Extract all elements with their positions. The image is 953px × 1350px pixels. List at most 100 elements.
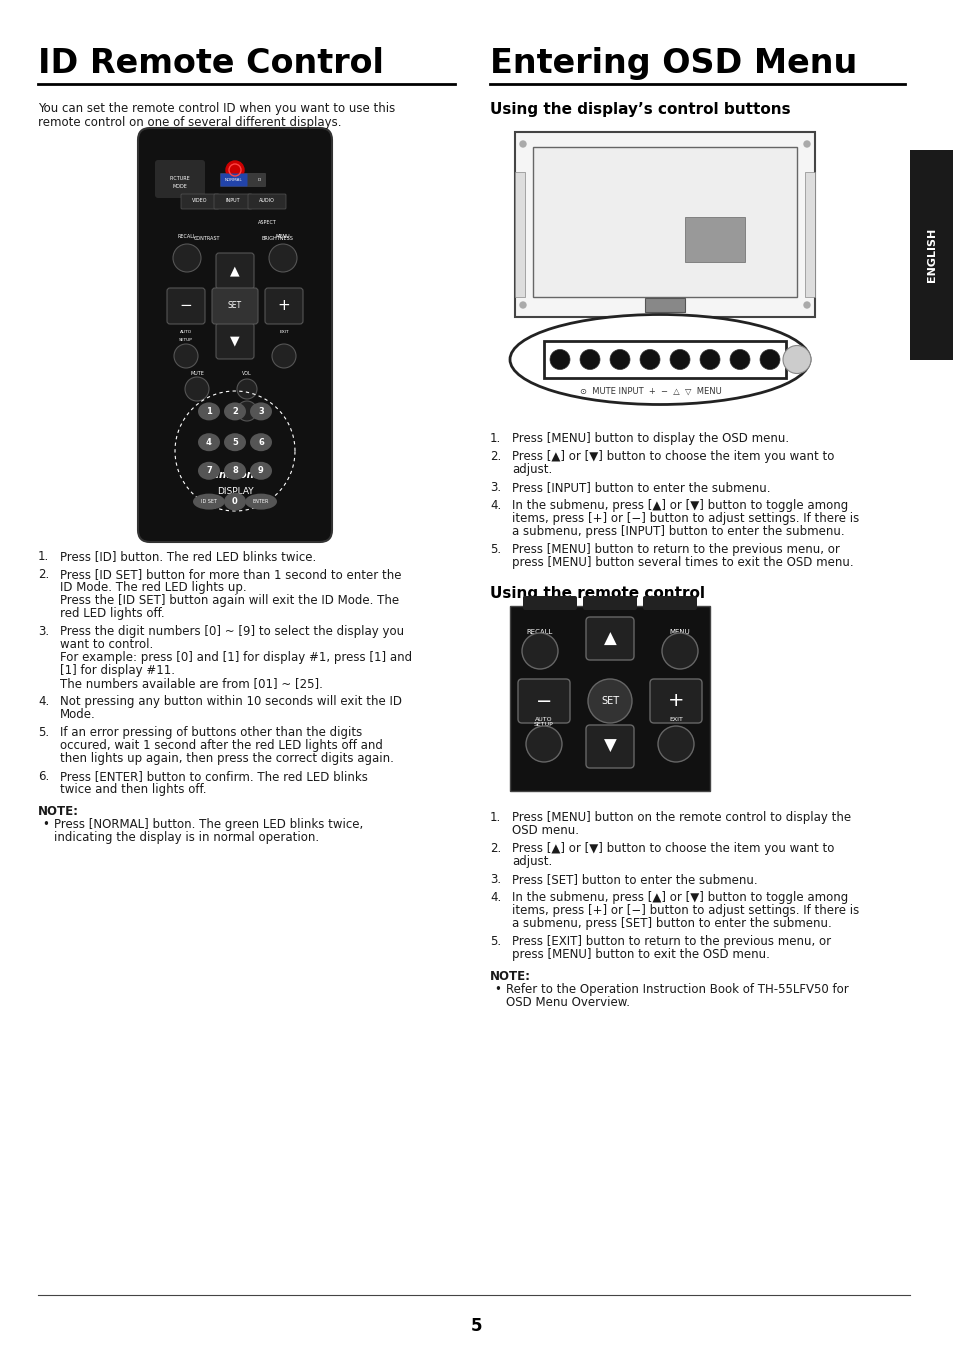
Circle shape <box>579 350 599 370</box>
FancyBboxPatch shape <box>804 171 814 297</box>
Text: 3.: 3. <box>38 625 49 639</box>
Text: 1.: 1. <box>490 432 500 446</box>
Text: 3: 3 <box>258 406 264 416</box>
Circle shape <box>236 379 256 400</box>
Text: Mode.: Mode. <box>60 707 95 721</box>
Text: CONTRAST: CONTRAST <box>193 235 220 240</box>
Text: RECALL: RECALL <box>526 629 553 634</box>
Text: 5.: 5. <box>490 543 500 556</box>
Text: −: − <box>179 298 193 313</box>
Text: 0: 0 <box>232 497 237 506</box>
Text: ASPECT: ASPECT <box>257 220 276 225</box>
FancyBboxPatch shape <box>649 679 701 724</box>
Text: then lights up again, then press the correct digits again.: then lights up again, then press the cor… <box>60 752 394 765</box>
FancyBboxPatch shape <box>684 217 744 262</box>
Circle shape <box>525 726 561 761</box>
Text: 2.: 2. <box>38 568 50 580</box>
Ellipse shape <box>198 402 220 420</box>
Text: items, press [+] or [−] button to adjust settings. If there is: items, press [+] or [−] button to adjust… <box>512 904 859 917</box>
FancyBboxPatch shape <box>248 194 286 209</box>
Ellipse shape <box>193 494 225 509</box>
Text: EXIT: EXIT <box>279 329 289 333</box>
Text: ▼: ▼ <box>230 335 239 347</box>
Text: 4: 4 <box>206 437 212 447</box>
Text: 2: 2 <box>232 406 237 416</box>
Text: want to control.: want to control. <box>60 639 153 651</box>
Text: +: + <box>277 298 290 313</box>
Text: a submenu, press [SET] button to enter the submenu.: a submenu, press [SET] button to enter t… <box>512 917 831 930</box>
Circle shape <box>550 350 569 370</box>
Text: Press [SET] button to enter the submenu.: Press [SET] button to enter the submenu. <box>512 873 757 886</box>
Text: adjust.: adjust. <box>512 463 552 477</box>
Text: For example: press [0] and [1] for display #1, press [1] and: For example: press [0] and [1] for displ… <box>60 651 412 664</box>
Text: NORMAL: NORMAL <box>225 178 243 182</box>
Text: PICTURE: PICTURE <box>170 177 191 181</box>
Text: MODE: MODE <box>172 185 187 189</box>
Text: Not pressing any button within 10 seconds will exit the ID: Not pressing any button within 10 second… <box>60 695 401 707</box>
FancyBboxPatch shape <box>138 128 332 541</box>
Text: 5: 5 <box>232 437 237 447</box>
Ellipse shape <box>224 433 246 451</box>
Text: INPUT: INPUT <box>226 198 240 204</box>
Text: 7: 7 <box>206 466 212 475</box>
Text: 4.: 4. <box>490 500 500 512</box>
FancyBboxPatch shape <box>533 147 796 297</box>
Circle shape <box>803 140 809 147</box>
Text: press [MENU] button to exit the OSD menu.: press [MENU] button to exit the OSD menu… <box>512 948 769 961</box>
FancyBboxPatch shape <box>220 174 247 186</box>
Circle shape <box>661 633 698 670</box>
Circle shape <box>729 350 749 370</box>
Text: 8: 8 <box>232 466 237 475</box>
Text: red LED lights off.: red LED lights off. <box>60 608 165 620</box>
FancyBboxPatch shape <box>212 288 257 324</box>
FancyBboxPatch shape <box>265 288 303 324</box>
Text: If an error pressing of buttons other than the digits: If an error pressing of buttons other th… <box>60 726 362 738</box>
Text: ▼: ▼ <box>603 737 616 755</box>
Text: Press [NORMAL] button. The green LED blinks twice,: Press [NORMAL] button. The green LED bli… <box>54 818 363 832</box>
Text: 2.: 2. <box>490 450 500 463</box>
Text: Press the digit numbers [0] ~ [9] to select the display you: Press the digit numbers [0] ~ [9] to sel… <box>60 625 404 639</box>
FancyBboxPatch shape <box>515 171 524 297</box>
Circle shape <box>519 140 525 147</box>
FancyBboxPatch shape <box>517 679 569 724</box>
Text: 4.: 4. <box>490 891 500 904</box>
Text: 5: 5 <box>471 1318 482 1335</box>
Text: •: • <box>494 983 500 996</box>
Text: Press [MENU] button to display the OSD menu.: Press [MENU] button to display the OSD m… <box>512 432 788 446</box>
FancyBboxPatch shape <box>167 288 205 324</box>
FancyBboxPatch shape <box>154 161 205 198</box>
Text: EXIT: EXIT <box>668 717 682 722</box>
Text: ▲: ▲ <box>603 630 616 648</box>
Text: Press [▲] or [▼] button to choose the item you want to: Press [▲] or [▼] button to choose the it… <box>512 450 834 463</box>
Ellipse shape <box>245 494 276 509</box>
Text: Press the [ID SET] button again will exit the ID Mode. The: Press the [ID SET] button again will exi… <box>60 594 398 608</box>
Text: −: − <box>536 691 552 710</box>
Text: Entering OSD Menu: Entering OSD Menu <box>490 47 857 80</box>
Text: MUTE: MUTE <box>190 371 204 377</box>
Circle shape <box>173 344 198 369</box>
Text: press [MENU] button several times to exit the OSD menu.: press [MENU] button several times to exi… <box>512 556 853 568</box>
Ellipse shape <box>198 433 220 451</box>
Text: Press [ID SET] button for more than 1 second to enter the: Press [ID SET] button for more than 1 se… <box>60 568 401 580</box>
Text: Press [ENTER] button to confirm. The red LED blinks: Press [ENTER] button to confirm. The red… <box>60 769 368 783</box>
Circle shape <box>803 302 809 308</box>
Text: You can set the remote control ID when you want to use this: You can set the remote control ID when y… <box>38 103 395 115</box>
Text: In the submenu, press [▲] or [▼] button to toggle among: In the submenu, press [▲] or [▼] button … <box>512 500 847 512</box>
Text: items, press [+] or [−] button to adjust settings. If there is: items, press [+] or [−] button to adjust… <box>512 512 859 525</box>
Text: NOTE:: NOTE: <box>38 805 79 818</box>
Text: BRIGHTNESS: BRIGHTNESS <box>261 235 293 240</box>
Text: ID Mode. The red LED lights up.: ID Mode. The red LED lights up. <box>60 580 247 594</box>
Text: twice and then lights off.: twice and then lights off. <box>60 783 206 796</box>
FancyBboxPatch shape <box>644 298 684 312</box>
Text: 5.: 5. <box>38 726 49 738</box>
Text: MENU: MENU <box>275 234 290 239</box>
Circle shape <box>639 350 659 370</box>
Ellipse shape <box>198 462 220 479</box>
Text: occured, wait 1 second after the red LED lights off and: occured, wait 1 second after the red LED… <box>60 738 382 752</box>
Text: SETUP: SETUP <box>534 722 554 728</box>
FancyBboxPatch shape <box>543 342 785 378</box>
Circle shape <box>669 350 689 370</box>
Text: Press [▲] or [▼] button to choose the item you want to: Press [▲] or [▼] button to choose the it… <box>512 842 834 855</box>
Circle shape <box>609 350 629 370</box>
Circle shape <box>658 726 693 761</box>
